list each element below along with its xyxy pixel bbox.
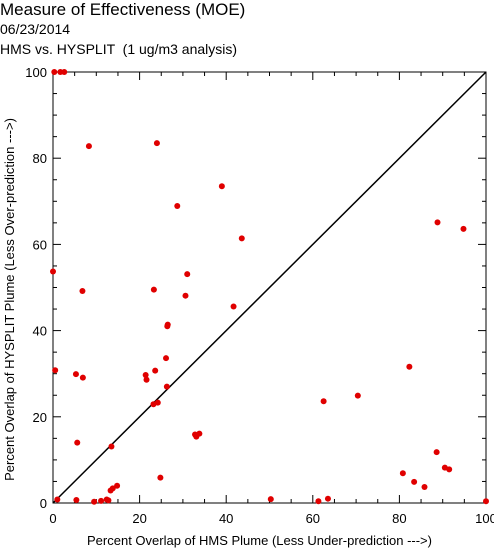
plot-frame bbox=[52, 71, 487, 504]
data-point bbox=[61, 69, 68, 75]
data-point bbox=[238, 235, 245, 242]
data-point bbox=[315, 498, 322, 505]
y-tick-label: 0 bbox=[40, 496, 47, 511]
data-point bbox=[51, 69, 58, 75]
data-point bbox=[50, 268, 56, 275]
data-points bbox=[50, 69, 489, 505]
y-tick-label: 80 bbox=[33, 151, 47, 166]
data-point bbox=[182, 292, 189, 299]
data-point bbox=[218, 183, 225, 190]
data-point bbox=[54, 496, 61, 503]
data-point bbox=[320, 398, 327, 405]
x-tick-label: 60 bbox=[306, 511, 320, 526]
data-point bbox=[163, 383, 170, 390]
data-point bbox=[434, 219, 441, 226]
data-point bbox=[267, 496, 274, 503]
data-point bbox=[163, 355, 170, 362]
data-point bbox=[79, 374, 86, 381]
x-tick-label: 100 bbox=[475, 511, 494, 526]
data-point bbox=[193, 433, 200, 440]
data-point bbox=[174, 203, 181, 210]
data-point bbox=[460, 225, 467, 232]
y-tick-label: 20 bbox=[33, 410, 47, 425]
y-tick-label: 60 bbox=[33, 237, 47, 252]
data-point bbox=[150, 401, 157, 408]
data-point bbox=[85, 143, 92, 150]
data-point bbox=[74, 439, 81, 446]
data-point bbox=[446, 466, 453, 473]
data-point bbox=[354, 392, 361, 399]
x-tick-label: 40 bbox=[219, 511, 233, 526]
data-point bbox=[105, 497, 112, 504]
data-point bbox=[108, 443, 115, 450]
data-point bbox=[184, 271, 191, 278]
reference-diagonal-line bbox=[52, 71, 487, 504]
x-tick-label: 0 bbox=[49, 511, 56, 526]
data-point bbox=[114, 482, 121, 489]
data-point bbox=[72, 371, 79, 378]
x-tick-label: 20 bbox=[132, 511, 146, 526]
data-point bbox=[230, 303, 237, 310]
chart-date: 06/23/2014 bbox=[0, 21, 71, 37]
data-point bbox=[483, 498, 489, 505]
data-point bbox=[52, 367, 59, 374]
y-tick-label: 100 bbox=[25, 65, 47, 80]
data-point bbox=[153, 140, 160, 147]
data-point bbox=[79, 287, 86, 294]
tick-labels: 0 20 40 60 80 100 0 20 40 60 80 100 bbox=[25, 65, 494, 526]
data-point bbox=[98, 497, 105, 504]
data-point bbox=[399, 470, 406, 477]
x-tick-label: 80 bbox=[392, 511, 406, 526]
data-point bbox=[142, 371, 149, 378]
data-point bbox=[152, 367, 159, 374]
data-point bbox=[164, 323, 171, 330]
data-point bbox=[157, 474, 164, 481]
chart-subtitle: HMS vs. HYSPLIT (1 ug/m3 analysis) bbox=[0, 41, 238, 57]
x-axis-label: Percent Overlap of HMS Plume (Less Under… bbox=[87, 533, 432, 548]
data-point bbox=[143, 376, 150, 383]
data-point bbox=[411, 478, 418, 485]
data-point bbox=[433, 449, 440, 456]
data-point bbox=[91, 498, 98, 505]
data-point bbox=[324, 495, 331, 502]
y-tick-label: 40 bbox=[33, 324, 47, 339]
data-point bbox=[421, 484, 428, 491]
data-point bbox=[150, 286, 157, 293]
y-axis-label: Percent Overlap of HYSPLIT Plume (Less O… bbox=[2, 118, 17, 481]
data-point bbox=[107, 487, 114, 494]
data-point bbox=[73, 496, 80, 503]
chart-title: Measure of Effectiveness (MOE) bbox=[0, 0, 246, 19]
data-point bbox=[406, 363, 413, 370]
